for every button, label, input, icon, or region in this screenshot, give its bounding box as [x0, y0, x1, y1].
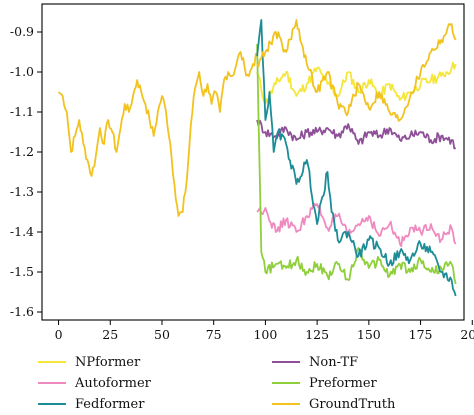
x-tick-label: 25: [102, 327, 118, 342]
y-tick-label: -1.0: [10, 64, 34, 79]
x-tick-label: 175: [409, 327, 433, 342]
y-tick-label: -1.4: [10, 224, 34, 239]
legend-label: Preformer: [309, 376, 378, 391]
series-line-fedformer: [256, 19, 457, 297]
series-line-groundtruth: [256, 19, 457, 122]
y-tick-label: -1.3: [10, 184, 34, 199]
series-lines: [57, 19, 457, 297]
series-line-non-tf: [256, 119, 457, 150]
y-tick-label: -1.5: [10, 264, 34, 279]
y-axis: -0.9 -1.0 -1.1 -1.2 -1.3 -1.4 -1.5 -1.6: [10, 24, 42, 319]
x-tick-label: 100: [253, 327, 277, 342]
y-tick-label: -1.2: [10, 144, 34, 159]
y-tick-label: -0.9: [10, 24, 34, 39]
legend-label: NPformer: [75, 355, 141, 370]
legend-label: Non-TF: [309, 355, 358, 370]
y-tick-label: -1.6: [10, 304, 34, 319]
x-tick-label: 50: [154, 327, 170, 342]
history-line: [57, 51, 258, 217]
x-tick-label: 200: [460, 327, 474, 342]
x-tick-label: 125: [305, 327, 329, 342]
x-tick-label: 0: [55, 327, 63, 342]
y-tick-label: -1.1: [10, 104, 34, 119]
legend-label: Autoformer: [74, 376, 152, 391]
x-tick-label: 150: [357, 327, 381, 342]
legend: NPformer Non-TF Autoformer Preformer Fedform…: [38, 355, 396, 412]
x-tick-label: 75: [206, 327, 222, 342]
legend-label: Fedformer: [75, 397, 145, 412]
plot-frame: [41, 3, 465, 321]
x-axis: 0 25 50 75 100 125 150 175 200: [55, 320, 474, 342]
series-line-autoformer: [256, 202, 457, 248]
legend-label: GroundTruth: [309, 397, 396, 412]
